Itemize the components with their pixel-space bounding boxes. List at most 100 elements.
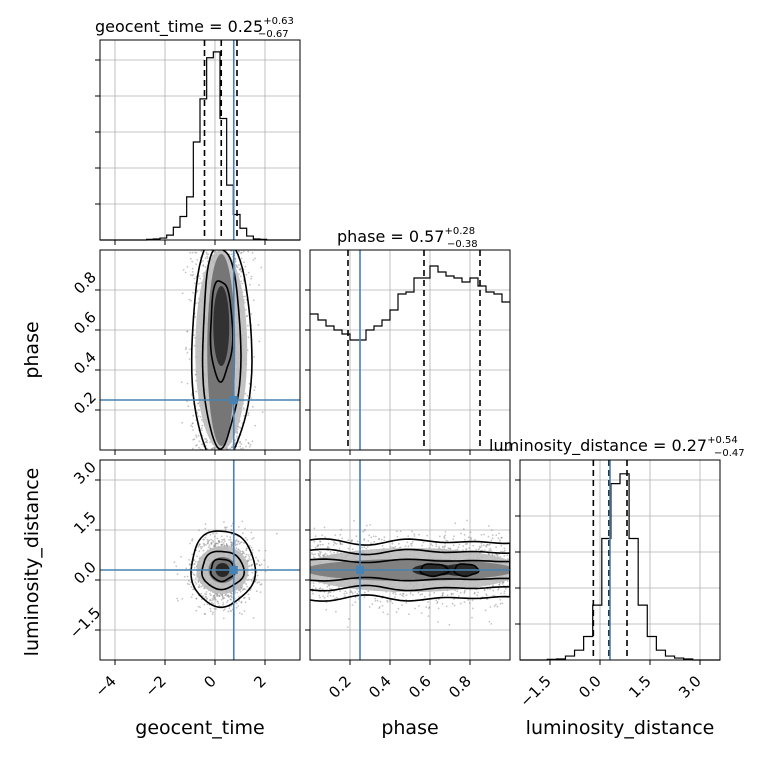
scatter-point — [488, 525, 490, 527]
scatter-point — [197, 546, 200, 548]
scatter-point — [457, 546, 460, 549]
scatter-point — [191, 394, 193, 396]
scatter-point — [498, 582, 501, 585]
scatter-point — [317, 552, 320, 555]
scatter-point — [445, 605, 448, 608]
scatter-point — [222, 609, 225, 612]
scatter-point — [210, 542, 213, 545]
scatter-point — [240, 601, 243, 604]
scatter-point — [394, 545, 397, 548]
scatter-point — [425, 606, 428, 608]
scatter-point — [197, 605, 200, 608]
scatter-point — [203, 612, 206, 615]
scatter-point — [489, 606, 492, 608]
scatter-point — [195, 577, 197, 580]
scatter-point — [225, 544, 228, 547]
scatter-point — [437, 598, 440, 601]
scatter-point — [406, 541, 409, 544]
y-tick-label: 1.5 — [70, 508, 100, 538]
scatter-point — [251, 571, 254, 574]
scatter-point — [243, 596, 246, 599]
scatter-point — [245, 583, 248, 585]
scatter-point — [496, 553, 499, 556]
scatter-point — [244, 536, 247, 539]
scatter-point — [375, 535, 377, 538]
scatter-point — [221, 543, 224, 546]
scatter-point — [195, 597, 198, 600]
scatter-point — [339, 542, 342, 545]
scatter-point — [207, 541, 210, 543]
scatter-point — [249, 553, 252, 556]
scatter-point — [409, 592, 412, 595]
scatter-point — [471, 599, 474, 602]
scatter-point — [363, 538, 366, 540]
scatter-point — [230, 525, 233, 527]
scatter-point — [427, 615, 430, 617]
scatter-point — [202, 595, 205, 597]
scatter-point — [339, 590, 341, 592]
scatter-point — [231, 529, 233, 531]
scatter-point — [234, 442, 237, 444]
scatter-point — [241, 422, 244, 424]
scatter-point — [237, 548, 240, 551]
scatter-point — [234, 261, 237, 263]
scatter-point — [354, 601, 357, 604]
scatter-point — [192, 334, 195, 337]
scatter-point — [364, 528, 366, 531]
scatter-point — [216, 542, 218, 545]
scatter-point — [203, 603, 206, 606]
scatter-point — [234, 544, 237, 547]
scatter-point — [487, 535, 490, 538]
panel-frame — [309, 459, 511, 661]
truth-marker — [229, 566, 238, 574]
scatter-point — [206, 538, 209, 541]
scatter-point — [324, 536, 326, 539]
scatter-point — [235, 547, 238, 550]
scatter-point — [255, 563, 258, 565]
scatter-point — [201, 545, 204, 548]
scatter-point — [410, 543, 412, 545]
scatter-point — [205, 438, 208, 441]
scatter-point — [243, 414, 246, 417]
scatter-point — [479, 546, 482, 549]
scatter-point — [218, 594, 221, 597]
scatter-point — [408, 613, 410, 615]
scatter-point — [204, 595, 207, 598]
scatter-point — [275, 532, 278, 535]
scatter-point — [444, 531, 447, 533]
ylabel-phase: phase — [21, 321, 43, 378]
scatter-point — [410, 544, 413, 547]
scatter-point — [213, 447, 216, 450]
scatter-point — [442, 546, 444, 549]
scatter-point — [469, 531, 472, 534]
scatter-point — [198, 544, 200, 547]
scatter-point — [250, 580, 253, 582]
scatter-point — [222, 539, 225, 541]
scatter-point — [355, 535, 358, 538]
scatter-point — [463, 533, 466, 536]
scatter-point — [223, 544, 225, 546]
scatter-point — [228, 538, 230, 541]
scatter-point — [231, 596, 233, 599]
scatter-point — [204, 613, 206, 616]
scatter-point — [363, 539, 366, 541]
scatter-point — [351, 539, 353, 541]
scatter-point — [218, 595, 220, 597]
scatter-point — [470, 538, 473, 541]
scatter-point — [446, 540, 449, 542]
scatter-point — [212, 603, 215, 605]
contour-line — [190, 530, 257, 609]
scatter-point — [256, 581, 259, 584]
scatter-point — [201, 443, 204, 446]
scatter-point — [443, 537, 446, 540]
scatter-point — [188, 559, 191, 561]
scatter-point — [244, 556, 247, 559]
scatter-point — [245, 547, 248, 550]
scatter-point — [497, 537, 500, 540]
scatter-point — [264, 549, 267, 552]
scatter-point — [173, 561, 176, 564]
scatter-point — [246, 585, 249, 588]
scatter-point — [489, 543, 491, 546]
scatter-point — [313, 540, 316, 543]
scatter-point — [216, 600, 219, 603]
